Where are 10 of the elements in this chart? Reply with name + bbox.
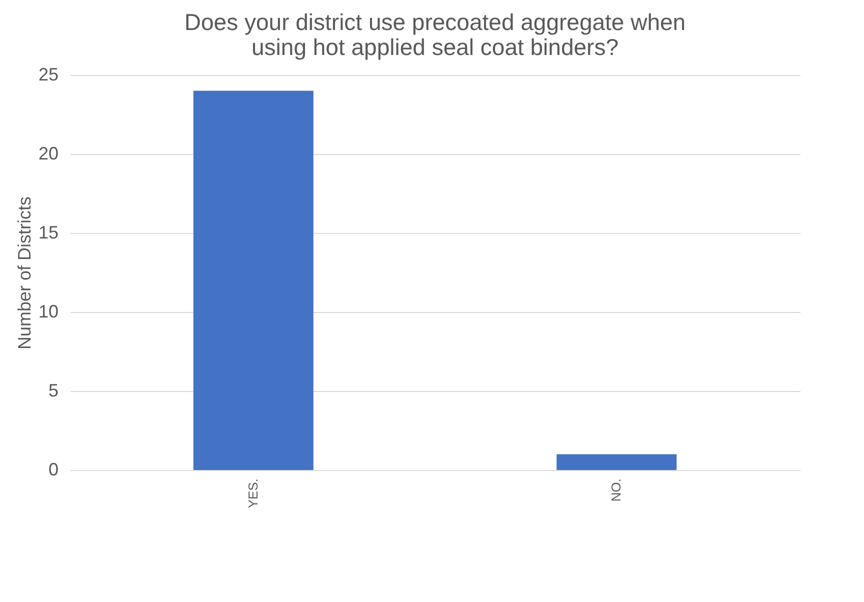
y-axis-title: Number of Districts xyxy=(14,196,34,350)
x-tick-label: YES. xyxy=(245,478,260,508)
y-tick-label: 5 xyxy=(48,380,58,400)
y-tick-label: 10 xyxy=(38,302,58,322)
y-tick-label: 20 xyxy=(38,144,58,164)
chart-title: Does your district use precoated aggregate when using hot applied seal coat binders? xyxy=(184,9,686,60)
y-tick-label: 0 xyxy=(48,460,58,480)
x-tick-label: NO. xyxy=(608,478,624,502)
y-tick-label: 15 xyxy=(38,222,58,242)
y-tick-label: 25 xyxy=(38,64,58,84)
